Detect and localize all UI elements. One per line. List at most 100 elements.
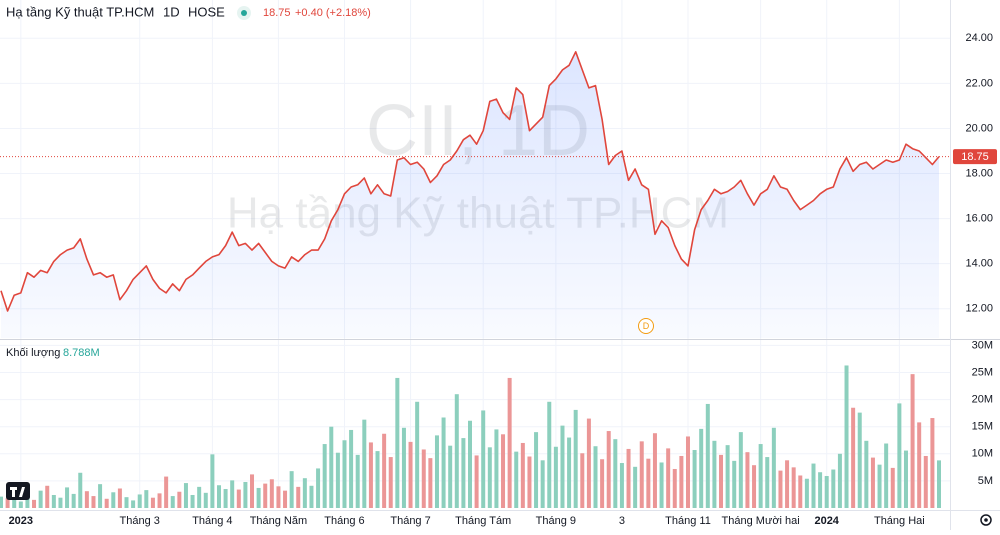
volume-bar [818,472,823,508]
volume-bar [329,426,334,508]
volume-bar [474,455,479,508]
y-tick-label: 10M [972,448,993,460]
volume-bar [811,463,816,508]
symbol-title[interactable]: Hạ tầng Kỹ thuật TP.HCM [6,4,154,19]
last-price-tag [953,149,997,165]
volume-bar [646,458,651,508]
volume-last: 8.788M [63,347,100,359]
volume-bar [401,427,406,508]
volume-bar [236,489,241,508]
volume-bar [824,476,829,508]
y-tick-label: 20M [972,394,993,406]
event-marker[interactable] [638,318,654,334]
x-tick-label: Tháng 7 [390,515,430,527]
volume-bar [586,418,591,508]
volume-bar [65,487,70,508]
volume-title: Khối lượng [6,347,60,359]
y-tick-label: 16.00 [965,212,993,224]
volume-bar [837,453,842,508]
volume-bar [606,431,611,508]
volume-bar [758,444,763,508]
volume-bar [32,499,37,508]
volume-bar [831,469,836,508]
volume-bar [752,465,757,508]
volume-bar [600,459,605,508]
volume-bar [355,454,360,508]
volume-bar [203,492,208,508]
volume-bar [98,484,103,508]
volume-bar [765,457,770,508]
volume-bar [890,467,895,508]
volume-bar [283,490,288,508]
volume-bar [0,496,3,508]
volume-bar [322,444,327,508]
volume-bar [923,455,928,508]
volume-bar [877,464,882,508]
volume-bar [851,407,856,508]
volume-bar [263,483,268,508]
y-tick-label: 24.00 [965,32,993,44]
volume-bar [540,460,545,508]
volume-bar [289,471,294,508]
volume-bar [692,450,697,508]
volume-bar [791,467,796,508]
volume-bar [117,488,122,508]
volume-bar [461,438,466,508]
volume-bar [725,445,730,508]
volume-bar [256,487,261,508]
volume-bar [296,486,301,508]
volume-bar [342,440,347,508]
interval[interactable]: 1D [163,4,180,19]
volume-bar [177,491,182,508]
volume-bar [144,490,149,508]
volume-bar [705,403,710,508]
logo-box [6,482,30,500]
y-tick-label: 5M [978,475,993,487]
volume-bar [78,472,83,508]
exchange: HOSE [188,4,225,19]
x-tick-label: Tháng Mười hai [722,515,800,527]
volume-bar [428,458,433,508]
y-tick-label: 14.00 [965,258,993,270]
volume-bar [250,474,255,508]
volume-bar [230,480,235,508]
volume-bar [316,468,321,508]
volume-bar [45,485,50,508]
x-tick-label: 2024 [814,515,839,527]
y-tick-label: 12.00 [965,303,993,315]
volume-bar [51,494,56,508]
volume-bar [111,492,116,508]
volume-bar [18,501,23,508]
volume-bar [210,454,215,508]
gear-center [984,518,988,522]
volume-bar [903,450,908,508]
volume-bar [408,441,413,508]
x-tick-label: Tháng Hai [874,515,925,527]
volume-bar [58,497,63,508]
volume-bar [38,490,43,508]
x-tick-label: Tháng 4 [192,515,232,527]
volume-bar [699,428,704,508]
volume-bar [468,420,472,508]
volume-bar [164,476,169,508]
volume-bar [190,494,195,508]
volume-bar [507,377,512,508]
x-tick-label: Tháng Năm [250,515,307,527]
volume-bar [362,419,367,508]
volume-bar [131,500,136,508]
volume-bar [223,489,228,508]
price-line [0,51,940,312]
volume-bar [481,410,486,508]
volume-bar [580,453,585,508]
settings-icon[interactable] [980,514,992,526]
status-dot [241,10,247,16]
volume-bar [778,470,783,508]
tv-logo[interactable] [6,482,30,500]
volume-bar [395,377,400,508]
volume-bar [448,445,453,508]
volume-bar [124,497,129,508]
volume-bar [930,418,935,508]
volume-bar [679,455,684,508]
